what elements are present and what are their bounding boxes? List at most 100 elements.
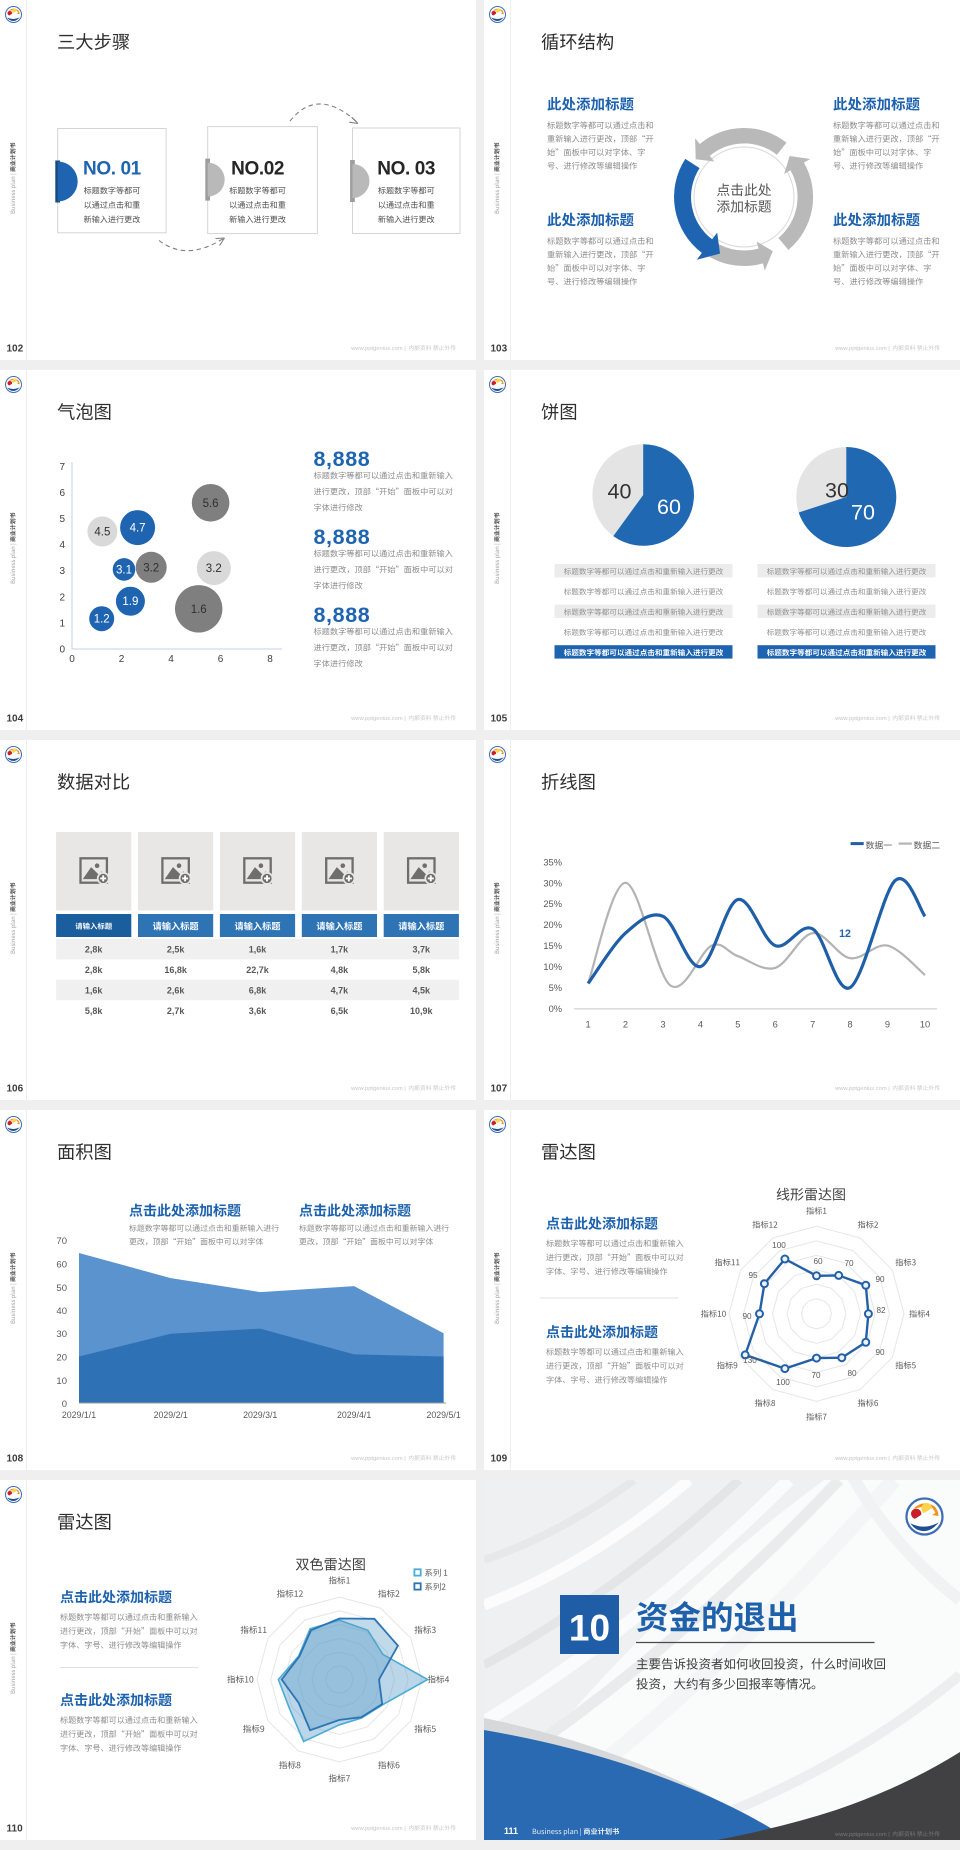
svg-text:10: 10	[56, 1376, 67, 1387]
svg-text:109: 109	[491, 1454, 508, 1465]
svg-text:10%: 10%	[543, 962, 562, 972]
svg-text:12: 12	[839, 928, 851, 940]
svg-text:1: 1	[59, 618, 65, 629]
svg-text:70: 70	[851, 501, 875, 525]
svg-text:4,7k: 4,7k	[331, 985, 350, 995]
svg-text:82: 82	[876, 1306, 886, 1315]
svg-text:www.pptgenius.com |: www.pptgenius.com |	[834, 1832, 890, 1838]
svg-text:2029/3/1: 2029/3/1	[243, 1410, 277, 1420]
svg-text:70: 70	[56, 1236, 67, 1247]
svg-text:4: 4	[168, 654, 174, 665]
svg-text:30: 30	[825, 479, 849, 503]
svg-text:7: 7	[59, 462, 65, 473]
svg-text:35%: 35%	[543, 857, 562, 867]
svg-text:www.pptgenius.com |: www.pptgenius.com |	[350, 346, 406, 352]
svg-text:3,7k: 3,7k	[413, 945, 432, 955]
svg-text:1.9: 1.9	[122, 596, 138, 608]
svg-text:8,888: 8,888	[314, 525, 371, 549]
svg-text:www.pptgenius.com |: www.pptgenius.com |	[350, 1456, 406, 1462]
svg-text:60: 60	[813, 1257, 823, 1266]
svg-text:6: 6	[59, 488, 65, 499]
svg-text:www.pptgenius.com |: www.pptgenius.com |	[834, 1086, 890, 1092]
svg-text:30%: 30%	[543, 878, 562, 888]
svg-text:4,8k: 4,8k	[331, 965, 350, 975]
svg-text:5,8k: 5,8k	[85, 1006, 104, 1016]
svg-text:70: 70	[844, 1259, 854, 1268]
svg-text:106: 106	[7, 1084, 24, 1095]
svg-text:2: 2	[59, 592, 65, 603]
svg-text:8,888: 8,888	[314, 447, 371, 471]
svg-text:5%: 5%	[549, 983, 562, 993]
svg-text:8: 8	[848, 1020, 853, 1030]
svg-text:4.5: 4.5	[94, 527, 110, 539]
svg-text:2029/2/1: 2029/2/1	[154, 1410, 188, 1420]
svg-text:102: 102	[7, 344, 24, 355]
svg-text:NO. 03: NO. 03	[377, 158, 435, 179]
svg-text:www.pptgenius.com |: www.pptgenius.com |	[834, 346, 890, 352]
svg-text:4.7: 4.7	[130, 523, 146, 535]
svg-text:1,6k: 1,6k	[85, 985, 104, 995]
svg-text:60: 60	[657, 495, 681, 519]
svg-text:40: 40	[56, 1306, 67, 1317]
svg-text:2029/4/1: 2029/4/1	[337, 1410, 371, 1420]
svg-text:4,5k: 4,5k	[413, 985, 432, 995]
svg-text:7: 7	[810, 1020, 815, 1030]
svg-text:105: 105	[491, 714, 508, 725]
svg-text:2: 2	[623, 1020, 628, 1030]
svg-text:1,6k: 1,6k	[249, 945, 268, 955]
svg-text:2,8k: 2,8k	[85, 965, 104, 975]
svg-text:100: 100	[776, 1378, 790, 1387]
svg-text:3.2: 3.2	[143, 562, 159, 574]
svg-text:30: 30	[56, 1329, 67, 1340]
svg-text:110: 110	[7, 1824, 24, 1835]
svg-text:3: 3	[660, 1020, 665, 1030]
svg-text:9: 9	[885, 1020, 890, 1030]
svg-text:104: 104	[7, 714, 24, 725]
svg-text:2,8k: 2,8k	[85, 945, 104, 955]
svg-text:90: 90	[742, 1312, 752, 1321]
svg-text:25%: 25%	[543, 899, 562, 909]
svg-text:0: 0	[69, 654, 75, 665]
svg-text:3: 3	[59, 566, 65, 577]
svg-text:20: 20	[56, 1353, 67, 1364]
svg-text:5: 5	[59, 514, 65, 525]
svg-text:100: 100	[772, 1241, 786, 1250]
svg-text:2,7k: 2,7k	[167, 1006, 186, 1016]
svg-text:6,8k: 6,8k	[249, 985, 268, 995]
svg-text:103: 103	[491, 344, 508, 355]
svg-text:15%: 15%	[543, 941, 562, 951]
svg-text:3,6k: 3,6k	[249, 1006, 268, 1016]
svg-text:16,8k: 16,8k	[164, 965, 188, 975]
svg-text:90: 90	[875, 1275, 885, 1284]
svg-text:1.6: 1.6	[191, 604, 207, 616]
svg-text:NO. 01: NO. 01	[83, 158, 142, 179]
svg-text:0: 0	[62, 1399, 67, 1410]
svg-text:3.1: 3.1	[116, 564, 132, 576]
svg-text:107: 107	[491, 1084, 508, 1095]
svg-text:2,5k: 2,5k	[167, 945, 186, 955]
svg-text:www.pptgenius.com |: www.pptgenius.com |	[350, 1086, 406, 1092]
svg-text:6: 6	[773, 1020, 778, 1030]
svg-text:60: 60	[56, 1260, 67, 1271]
svg-text:1,7k: 1,7k	[331, 945, 350, 955]
svg-text:111: 111	[504, 1826, 518, 1836]
svg-text:4: 4	[698, 1020, 703, 1030]
svg-text:130: 130	[743, 1356, 757, 1365]
svg-text:80: 80	[847, 1369, 857, 1378]
svg-text:40: 40	[608, 480, 632, 504]
svg-text:0: 0	[59, 645, 65, 656]
svg-text:10,9k: 10,9k	[410, 1006, 434, 1016]
svg-text:70: 70	[811, 1371, 821, 1380]
svg-text:95: 95	[748, 1271, 758, 1280]
svg-text:2029/5/1: 2029/5/1	[426, 1410, 460, 1420]
svg-text:108: 108	[7, 1454, 24, 1465]
svg-text:50: 50	[56, 1283, 67, 1294]
svg-text:4: 4	[59, 540, 65, 551]
svg-text:90: 90	[875, 1348, 885, 1357]
svg-text:2: 2	[119, 654, 125, 665]
svg-text:www.pptgenius.com |: www.pptgenius.com |	[834, 1456, 890, 1462]
svg-text:2029/1/1: 2029/1/1	[62, 1410, 96, 1420]
svg-text:5,8k: 5,8k	[413, 965, 432, 975]
svg-text:5.6: 5.6	[203, 498, 219, 510]
svg-text:22,7k: 22,7k	[246, 965, 270, 975]
